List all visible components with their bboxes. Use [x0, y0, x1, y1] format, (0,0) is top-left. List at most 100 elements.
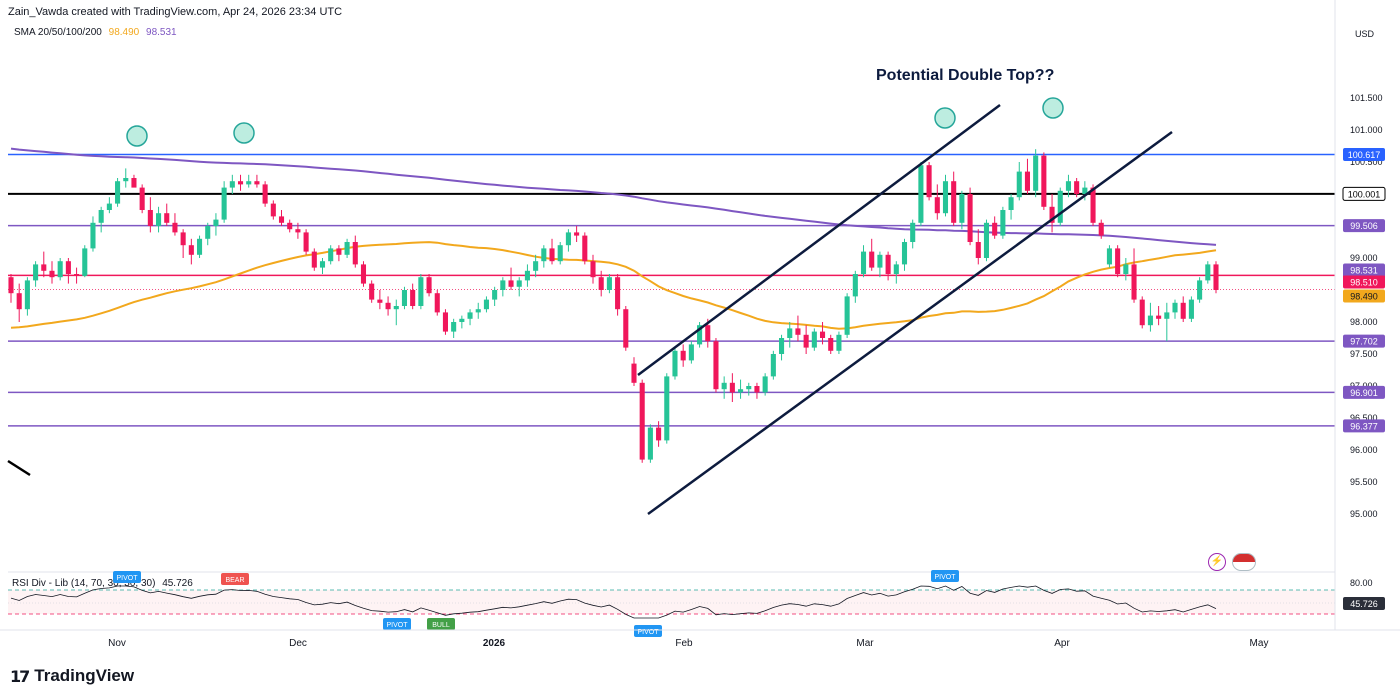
candle-body-34	[287, 222, 293, 230]
candle-body-143	[1180, 302, 1186, 319]
candle-body-77	[639, 382, 645, 460]
time-tick-4: Mar	[856, 638, 874, 649]
candle-108	[893, 261, 899, 284]
candle-body-137	[1131, 264, 1137, 300]
candle-59	[492, 286, 498, 306]
candle-61	[508, 267, 514, 290]
rsi-legend[interactable]: RSI Div - Lib (14, 70, 30, 30, 30) 45.72…	[12, 578, 193, 589]
candle-body-42	[352, 242, 358, 265]
candle-0	[8, 274, 14, 303]
candle-20	[172, 213, 178, 236]
price-tag-box-4	[1343, 334, 1385, 348]
candle-46	[385, 296, 391, 316]
candle-body-38	[319, 261, 326, 268]
candle-body-1	[16, 293, 22, 310]
candle-body-65	[541, 248, 547, 262]
candle-body-111	[918, 165, 924, 223]
candle-100	[828, 334, 834, 354]
candle-27	[229, 174, 235, 194]
candle-16	[139, 184, 145, 214]
price-tag-label-1: 100.001	[1348, 189, 1381, 199]
candle-body-129	[1065, 181, 1071, 191]
candle-body-58	[483, 299, 489, 310]
candle-32	[270, 200, 276, 220]
rsi-marker-box-1	[221, 573, 249, 585]
candle-81	[672, 347, 678, 380]
rsi-marker-box-0	[113, 571, 141, 583]
candle-body-33	[278, 216, 285, 223]
candle-body-24	[205, 226, 211, 239]
price-tag-1: 100.001	[1342, 186, 1386, 201]
price-tag-box-0	[1343, 148, 1385, 162]
price-tag-2: 99.506	[1343, 219, 1385, 233]
candle-18	[156, 206, 162, 233]
candle-body-48	[401, 290, 408, 306]
candle-body-12	[106, 203, 112, 210]
candle-body-73	[606, 277, 612, 290]
candle-body-55	[459, 318, 465, 322]
sma-200-line	[10, 147, 1217, 246]
candle-53	[442, 309, 448, 335]
candle-11	[98, 206, 104, 233]
time-tick-6: May	[1250, 638, 1269, 649]
price-tag-6: 96.377	[1343, 419, 1385, 433]
tradingview-logo-icon: 17	[10, 666, 30, 686]
candle-147	[1213, 261, 1219, 294]
price-tick-9: 95.500	[1350, 477, 1378, 487]
candle-body-17	[147, 210, 153, 226]
candle-134	[1106, 245, 1112, 268]
candle-94	[779, 334, 785, 361]
candle-23	[196, 235, 203, 258]
candle-body-37	[311, 251, 317, 268]
candle-40	[336, 245, 342, 262]
candle-body-56	[467, 312, 473, 319]
candle-body-123	[1016, 171, 1022, 198]
candle-body-0	[8, 277, 14, 294]
rsi-marker-3: BULL	[427, 618, 455, 630]
rsi-marker-box-4	[634, 625, 662, 637]
candle-body-127	[1049, 206, 1055, 223]
price-chart[interactable]: Potential Double Top?? PIVOT BEAR PIVOT BUL…	[0, 0, 1400, 660]
candle-2	[24, 277, 30, 316]
candle-body-88	[729, 382, 735, 393]
candle-38	[319, 258, 326, 274]
candle-139	[1147, 302, 1153, 332]
candle-body-113	[934, 197, 940, 214]
candle-body-60	[500, 280, 506, 290]
candle-50	[418, 274, 424, 310]
candle-5	[49, 261, 55, 284]
candle-138	[1139, 296, 1145, 329]
candle-body-10	[90, 222, 96, 249]
price-tick-2: 100.500	[1350, 157, 1383, 167]
candle-17	[147, 197, 153, 233]
candle-body-29	[246, 181, 252, 185]
sma-legend[interactable]: SMA 20/50/100/200 98.490 98.531	[14, 27, 177, 38]
candle-31	[262, 181, 268, 207]
candle-25	[213, 213, 219, 236]
candle-87	[721, 376, 727, 399]
candle-54	[451, 318, 457, 338]
rsi-line	[10, 585, 1217, 619]
candle-body-74	[615, 277, 621, 310]
lightning-icon[interactable]: ⚡	[1208, 553, 1226, 571]
price-tick-0: 101.500	[1350, 93, 1383, 103]
candle-body-138	[1139, 299, 1145, 326]
candle-body-109	[901, 242, 908, 265]
candle-body-96	[795, 328, 801, 335]
tradingview-brand[interactable]: 17 TradingView	[10, 666, 134, 686]
price-tag-label-4: 97.702	[1350, 337, 1378, 347]
us-flag-icon[interactable]	[1232, 553, 1256, 571]
candle-body-70	[582, 235, 588, 262]
candle-73	[606, 274, 612, 294]
candle-60	[500, 277, 506, 297]
candle-106	[877, 251, 883, 278]
candle-body-93	[770, 354, 776, 377]
candle-120	[992, 216, 998, 239]
candle-body-99	[819, 331, 826, 338]
candle-body-3	[33, 264, 39, 281]
candle-48	[401, 286, 408, 310]
candle-4	[41, 251, 47, 278]
price-tag-9: 98.490	[1343, 289, 1385, 303]
rsi-marker-0: PIVOT	[113, 571, 141, 583]
candle-135	[1115, 245, 1121, 278]
